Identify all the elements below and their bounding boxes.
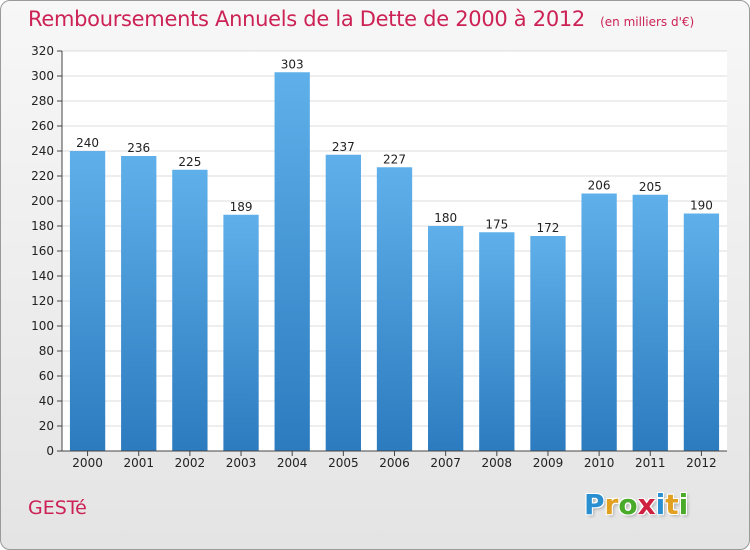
chart-subtitle: (en milliers d'€) (600, 15, 695, 29)
value-label-2008: 175 (485, 217, 508, 231)
logo-letter: i (678, 488, 689, 521)
y-tick-label: 240 (31, 144, 54, 158)
bar-2011 (632, 194, 668, 451)
proxiti-logo: Proxiti (584, 488, 688, 521)
x-tick-label: 2012 (686, 456, 717, 470)
logo-letter: i (655, 488, 666, 521)
x-tick-label: 2000 (72, 456, 103, 470)
value-label-2009: 172 (537, 221, 560, 235)
value-label-2005: 237 (332, 140, 355, 154)
value-label-2000: 240 (76, 136, 99, 150)
x-tick-label: 2005 (328, 456, 359, 470)
x-tick-label: 2001 (123, 456, 154, 470)
y-tick-label: 60 (39, 369, 54, 383)
x-tick-label: 2003 (226, 456, 257, 470)
x-tick-label: 2002 (175, 456, 206, 470)
x-tick-label: 2010 (584, 456, 615, 470)
chart-title: Remboursements Annuels de la Dette de 20… (28, 7, 585, 31)
y-tick-label: 260 (31, 119, 54, 133)
bar-2002 (172, 169, 208, 451)
value-labels: 240 236 225 189 303 237 227 180 175 172 206 205 190 (76, 57, 713, 235)
value-label-2007: 180 (434, 211, 457, 225)
x-tick-label: 2007 (430, 456, 461, 470)
chart-header: Remboursements Annuels de la Dette de 20… (28, 7, 694, 31)
x-tick-label: 2004 (277, 456, 308, 470)
bar-2003 (223, 214, 259, 451)
logo-letter: x (637, 488, 656, 521)
y-tick-label: 140 (31, 269, 54, 283)
y-tick-label: 160 (31, 244, 54, 258)
logo-letter: t (665, 488, 679, 521)
y-tick-label: 180 (31, 219, 54, 233)
commune-name: GESTé (28, 497, 87, 519)
value-label-2010: 206 (588, 179, 611, 193)
logo-letter: P (584, 488, 605, 521)
bar-2001 (121, 156, 157, 451)
value-label-2006: 227 (383, 152, 406, 166)
y-tick-label: 0 (46, 444, 54, 458)
bar-2000 (69, 151, 106, 451)
y-tick-label: 80 (39, 344, 54, 358)
value-label-2002: 225 (178, 155, 201, 169)
value-label-2004: 303 (281, 57, 304, 71)
value-label-2012: 190 (690, 199, 713, 213)
x-tick-label: 2006 (379, 456, 410, 470)
axes: 0 20 40 60 80 100 120 140 160 180 200 220 240 260 280 3… (31, 44, 727, 470)
y-tick-label: 200 (31, 194, 54, 208)
bar-2005 (325, 154, 361, 451)
x-tick-label: 2011 (635, 456, 666, 470)
bar-2008 (479, 232, 515, 451)
bar-2012 (683, 213, 720, 451)
y-tick-label: 100 (31, 319, 54, 333)
x-tick-label: 2009 (533, 456, 564, 470)
y-tick-label: 300 (31, 69, 54, 83)
y-tick-label: 320 (31, 44, 54, 58)
logo-letter: r (604, 488, 619, 521)
value-label-2003: 189 (230, 200, 253, 214)
y-tick-label: 40 (39, 394, 54, 408)
bar-2004 (274, 72, 310, 451)
bar-2006 (376, 167, 413, 451)
bar-2009 (530, 236, 566, 451)
x-tick-label: 2008 (482, 456, 513, 470)
bar-2010 (581, 193, 617, 451)
bar-2007 (428, 226, 464, 451)
y-tick-label: 220 (31, 169, 54, 183)
value-label-2001: 236 (127, 141, 150, 155)
value-label-2011: 205 (639, 180, 662, 194)
logo-letter: o (618, 488, 638, 521)
bars (69, 72, 720, 451)
y-tick-label: 280 (31, 94, 54, 108)
y-tick-label: 120 (31, 294, 54, 308)
y-tick-label: 20 (39, 419, 54, 433)
